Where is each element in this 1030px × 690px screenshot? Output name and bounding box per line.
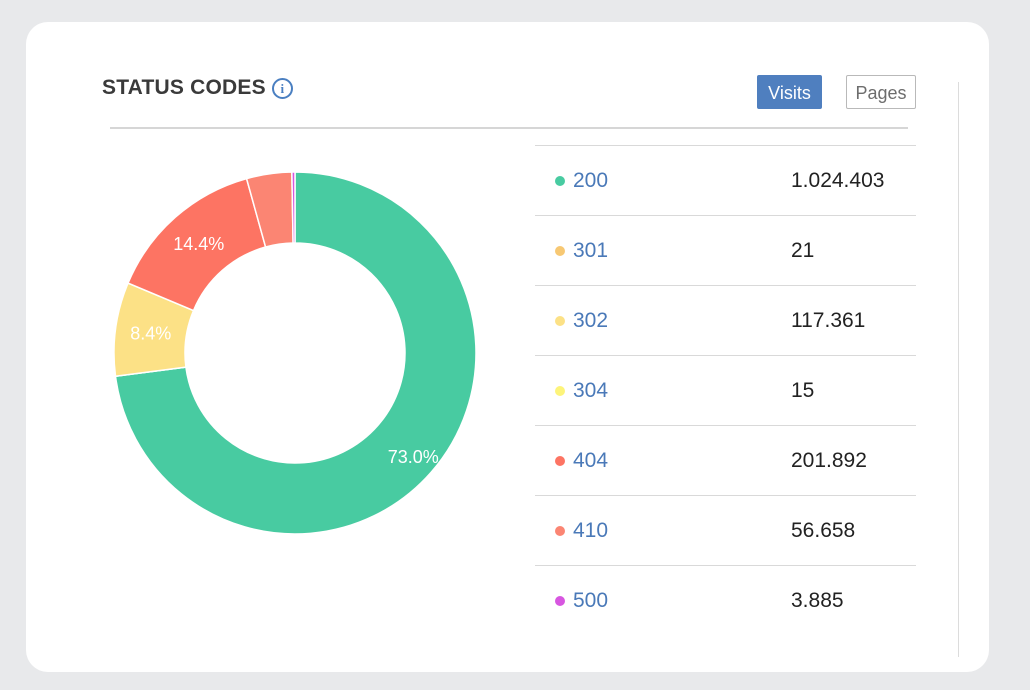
status-count-302: 117.361 <box>791 308 866 332</box>
visits-toggle-button[interactable]: Visits <box>757 75 822 109</box>
slice-label-302: 8.4% <box>130 324 171 344</box>
legend-row-302: 302 117.361 <box>535 286 916 356</box>
status-count-200: 1.024.403 <box>791 168 885 192</box>
legend-row-410: 410 56.658 <box>535 496 916 566</box>
vertical-divider <box>958 82 959 657</box>
legend-dot-200 <box>555 175 565 186</box>
donut-slice-500[interactable] <box>291 171 296 244</box>
status-code-302-link[interactable]: 302 <box>573 308 609 332</box>
status-code-404-link[interactable]: 404 <box>573 448 609 472</box>
legend-row-404: 404 201.892 <box>535 426 916 496</box>
status-count-301: 21 <box>791 238 815 262</box>
card-title: STATUS CODES <box>102 76 266 99</box>
donut-chart: 73.0% 8.4% 14.4% <box>100 158 490 553</box>
legend-row-200: 200 1.024.403 <box>535 146 916 216</box>
status-count-404: 201.892 <box>791 448 867 472</box>
status-count-304: 15 <box>791 378 815 402</box>
legend-dot-302 <box>555 315 565 326</box>
status-codes-card <box>26 22 989 672</box>
slice-label-404: 14.4% <box>173 234 224 254</box>
info-icon[interactable]: i <box>271 77 293 99</box>
legend-dot-410 <box>555 525 565 536</box>
status-code-304-link[interactable]: 304 <box>573 378 609 402</box>
header-divider <box>110 127 908 129</box>
slice-label-200: 73.0% <box>388 447 439 467</box>
status-count-500: 3.885 <box>791 589 844 612</box>
status-code-410-link[interactable]: 410 <box>573 518 609 542</box>
status-code-500-link[interactable]: 500 <box>573 589 609 612</box>
card-header: STATUS CODES i <box>102 76 293 100</box>
legend-row-304: 304 15 <box>535 356 916 426</box>
status-count-410: 56.658 <box>791 518 856 542</box>
legend-dot-304 <box>555 385 565 396</box>
legend-row-301: 301 21 <box>535 216 916 286</box>
donut-chart-svg: 73.0% 8.4% 14.4% <box>113 171 477 535</box>
status-code-301-link[interactable]: 301 <box>573 238 609 262</box>
legend-dot-500 <box>555 596 565 606</box>
legend-row-500: 500 3.885 <box>535 566 916 636</box>
donut-slice-200[interactable] <box>114 171 477 535</box>
pages-toggle-button[interactable]: Pages <box>846 75 916 109</box>
status-legend-table: 200 1.024.403 301 21 302 117.361 304 15 … <box>535 145 916 636</box>
status-code-200-link[interactable]: 200 <box>573 168 609 192</box>
legend-dot-404 <box>555 455 565 466</box>
legend-dot-301 <box>555 245 565 256</box>
